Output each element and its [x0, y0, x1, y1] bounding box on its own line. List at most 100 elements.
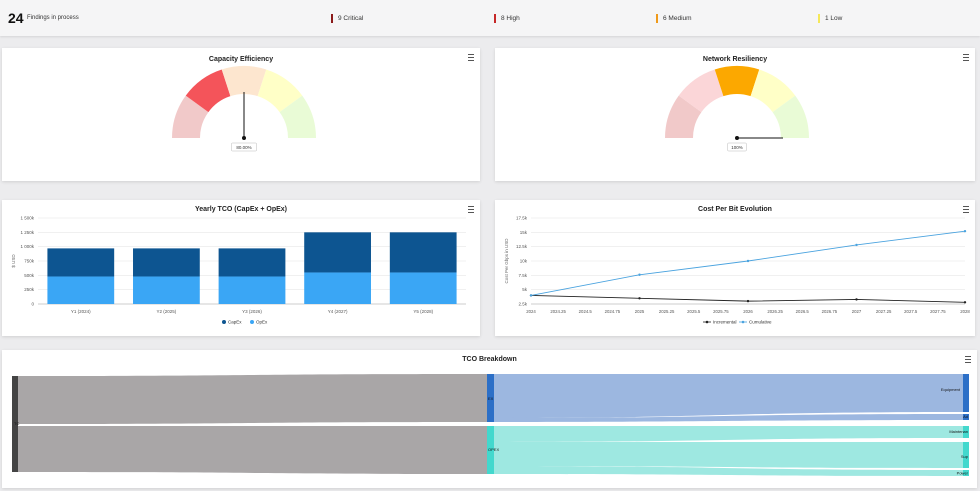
capacity-efficiency-gauge: 80.00% — [172, 66, 316, 152]
x-tick-label: Y1 (2024) — [71, 309, 91, 314]
gauge-band — [257, 69, 303, 113]
severity-high-marker — [494, 13, 496, 23]
data-point — [963, 301, 967, 304]
data-point — [638, 273, 641, 276]
findings-summary-bar: 24 Findings in process 9 Critical 8 High… — [0, 0, 980, 36]
x-tick-label: Y3 (2026) — [242, 309, 262, 314]
y-tick-label: 1 250k — [20, 230, 34, 235]
gauge-band — [772, 95, 809, 138]
severity-medium-label: 6 Medium — [663, 14, 692, 22]
legend-marker — [741, 320, 745, 324]
x-tick-label: 2027 — [852, 309, 862, 314]
x-tick-label: 2026 — [743, 309, 753, 314]
data-point — [746, 259, 750, 263]
gauge-band — [221, 66, 267, 97]
bar-capex — [47, 248, 115, 277]
severity-medium-marker — [656, 13, 658, 23]
x-tick-label: 2024.25 — [550, 309, 566, 314]
gauge-value-label: 80.00% — [236, 145, 251, 150]
sankey-node — [963, 414, 969, 420]
network-resiliency-card: Network Resiliency 100% — [495, 48, 975, 181]
x-tick-label: 2027.5 — [904, 309, 918, 314]
y-tick-label: 1 000k — [20, 244, 34, 249]
chart-menu-icon[interactable] — [963, 54, 969, 61]
x-tick-label: Y4 (2027) — [328, 309, 348, 314]
x-tick-label: 2026.5 — [796, 309, 810, 314]
severity-critical-label: 9 Critical — [338, 14, 364, 22]
y-tick-label: 10k — [520, 259, 528, 264]
x-tick-label: 2027.75 — [930, 309, 946, 314]
flow-capex-equipment — [494, 374, 963, 418]
y-tick-label: 5k — [522, 287, 528, 292]
y-tick-label: 1 500k — [20, 216, 34, 221]
findings-count: 24 — [8, 10, 24, 26]
chart-menu-icon[interactable] — [965, 356, 971, 363]
data-point — [638, 297, 641, 300]
severity-low[interactable]: 1 Low — [818, 13, 842, 23]
flow-capex-ad — [494, 414, 963, 422]
severity-medium[interactable]: 6 Medium — [656, 13, 692, 23]
flow-opex-sup — [494, 442, 963, 468]
legend-marker — [250, 320, 254, 324]
x-tick-label: 2026.75 — [822, 309, 838, 314]
legend-label: Cumulative — [749, 320, 772, 325]
x-tick-label: 2026.25 — [767, 309, 783, 314]
flow-opex-power — [494, 466, 963, 476]
severity-high[interactable]: 8 High — [494, 13, 520, 23]
y-axis-label: $ USD — [11, 254, 16, 268]
yearly-tco-card: Yearly TCO (CapEx + OpEx) 0 250k 500k 750k 1… — [2, 200, 480, 336]
tco-breakdown-title: TCO Breakdown — [462, 356, 517, 363]
gauge-value-box — [727, 142, 747, 152]
y-axis-label: Cost Per Gbps in USD — [504, 238, 509, 284]
flow-tc-capex — [18, 374, 487, 424]
y-tick-label: 12.5k — [516, 244, 528, 249]
gauge-band — [185, 69, 231, 113]
y-tick-label: 15k — [520, 230, 528, 235]
y-tick-label: 0 — [31, 302, 34, 307]
x-tick-label: 2025.5 — [687, 309, 701, 314]
chart-menu-icon[interactable] — [963, 206, 969, 213]
bar-opex — [389, 272, 457, 304]
tco-breakdown-card: TCO Breakdown TC EX OPEX Equipment Ad Mainten… — [2, 350, 977, 488]
bar-opex — [304, 272, 371, 304]
y-tick-label: 500k — [24, 273, 35, 278]
sankey-node-label: OPEX — [488, 447, 499, 452]
cost-per-bit-title: Cost Per Bit Evolution — [698, 206, 772, 213]
y-tick-label: 250k — [24, 287, 35, 292]
severity-critical[interactable]: 9 Critical — [331, 13, 363, 23]
severity-low-label: 1 Low — [825, 14, 843, 22]
x-tick-label: 2025.75 — [713, 309, 729, 314]
gauge-band — [678, 69, 724, 113]
sankey-node-label: Power — [957, 471, 969, 476]
series-line-cumulative — [530, 230, 966, 296]
x-tick-label: 2027.25 — [876, 309, 892, 314]
x-tick-label: 2025.25 — [659, 309, 675, 314]
sankey-node-label: Equipment — [941, 387, 961, 392]
bar-opex — [133, 276, 200, 304]
bar-capex — [218, 248, 286, 277]
tco-breakdown-sankey: TC EX OPEX Equipment Ad Maintenan Sup Power — [12, 374, 969, 476]
gauge-band — [714, 66, 760, 97]
legend-marker — [705, 320, 709, 324]
gauge-band — [750, 69, 796, 113]
data-point — [855, 243, 858, 247]
gauge-band — [279, 95, 316, 138]
chart-menu-icon[interactable] — [468, 54, 474, 61]
chart-menu-icon[interactable] — [468, 206, 474, 213]
bar-capex — [133, 248, 200, 277]
yearly-tco-title: Yearly TCO (CapEx + OpEx) — [194, 206, 287, 213]
legend-label: CapEx — [228, 320, 242, 325]
x-tick-label: Y5 (2028) — [413, 309, 433, 314]
gauge-band — [665, 95, 702, 138]
capacity-efficiency-card: Capacity Efficiency 80.00% — [2, 48, 480, 181]
data-point — [963, 229, 967, 233]
bar-opex — [218, 276, 286, 304]
bar-capex — [304, 232, 371, 273]
cost-per-bit-chart: 2.5k 5k 7.5k 10k 12.5k 15k 17.5k 2024 2024.25 202… — [504, 216, 970, 325]
x-tick-label: 2024.75 — [605, 309, 621, 314]
y-tick-label: 2.5k — [518, 302, 527, 307]
y-tick-label: 17.5k — [516, 216, 528, 221]
yearly-tco-chart: 0 250k 500k 750k 1 000k 1 250k 1 500k $ USD Y1 (… — [11, 216, 466, 325]
sankey-node-label: Sup — [961, 454, 969, 459]
gauge-pivot — [735, 136, 739, 140]
